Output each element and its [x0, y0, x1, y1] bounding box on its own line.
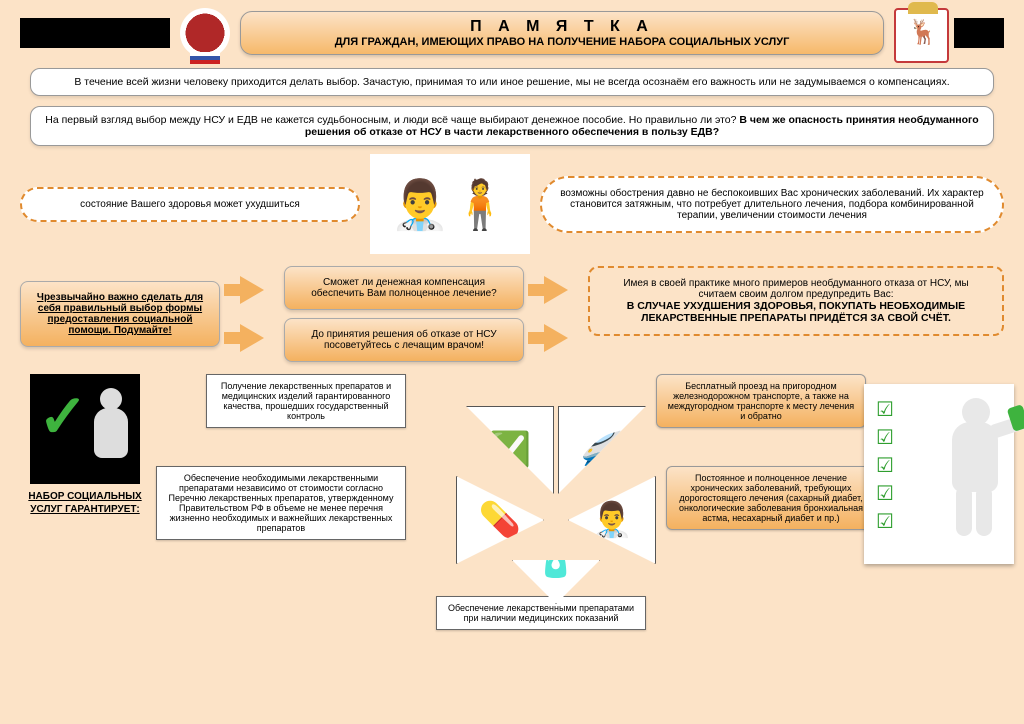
- risk-right-box: возможны обострения давно не беспокоивши…: [540, 176, 1004, 233]
- pills-icon: 💊: [456, 476, 544, 564]
- benefits-section: НАБОР СОЦИАЛЬНЫХ УСЛУГ ГАРАНТИРУЕТ: Полу…: [20, 374, 1014, 654]
- doctor-consultation-icon: 👨‍⚕️🧍: [370, 154, 530, 254]
- warning-bold: В СЛУЧАЕ УХУДШЕНИЯ ЗДОРОВЬЯ, ПОКУПАТЬ НЕ…: [606, 300, 986, 324]
- arrow-icon: [240, 276, 264, 304]
- benefit-1: Получение лекарственных препаратов и мед…: [206, 374, 406, 428]
- doctor-icon: 👨‍⚕️: [568, 476, 656, 564]
- arrow-icon: [544, 324, 568, 352]
- guarantee-label: НАБОР СОЦИАЛЬНЫХ УСЛУГ ГАРАНТИРУЕТ:: [20, 490, 150, 516]
- warning-box: Имея в своей практике много примеров нео…: [588, 266, 1004, 336]
- benefit-2: Обеспечение необходимыми лекарственными …: [156, 466, 406, 540]
- title-main: П А М Я Т К А: [271, 18, 853, 36]
- decor-bar-left: [20, 18, 170, 48]
- title-sub: ДЛЯ ГРАЖДАН, ИМЕЮЩИХ ПРАВО НА ПОЛУЧЕНИЕ …: [271, 36, 853, 48]
- coat-of-arms-logo: [894, 8, 944, 58]
- intro2-plain: На первый взгляд выбор между НСУ и ЕДВ н…: [45, 114, 739, 126]
- warning-plain: Имея в своей практике много примеров нео…: [606, 278, 986, 300]
- benefit-3: Обеспечение лекарственными препаратами п…: [436, 596, 646, 630]
- checkmark-figure-icon: [30, 374, 140, 484]
- benefits-diagram: Получение лекарственных препаратов и мед…: [156, 374, 858, 654]
- arrow-icon: [240, 324, 264, 352]
- stick-figure-icon: [932, 394, 1012, 544]
- checklist-figure: ☑ ☑ ☑ ☑ ☑: [864, 384, 1014, 564]
- benefit-4: Бесплатный проезд на пригородном железно…: [656, 374, 866, 428]
- question-2-box: До принятия решения об отказе от НСУ пос…: [284, 318, 524, 362]
- risk-left-box: состояние Вашего здоровья может ухудшить…: [20, 187, 360, 222]
- decor-bar-right: [954, 18, 1004, 48]
- advice-row: Чрезвычайно важно сделать для себя прави…: [20, 266, 1004, 362]
- intro-text-1: В течение всей жизни человеку приходится…: [30, 68, 994, 96]
- intro-text-2: На первый взгляд выбор между НСУ и ЕДВ н…: [30, 106, 994, 146]
- pie-diagram: ✅ 🚄 💊 👨‍⚕️ 🧴: [466, 406, 646, 586]
- quality-check-icon: ✅: [466, 406, 554, 494]
- important-box: Чрезвычайно важно сделать для себя прави…: [20, 281, 220, 347]
- guarantee-left: НАБОР СОЦИАЛЬНЫХ УСЛУГ ГАРАНТИРУЕТ:: [20, 374, 150, 654]
- title-box: П А М Я Т К А ДЛЯ ГРАЖДАН, ИМЕЮЩИХ ПРАВО…: [240, 11, 884, 55]
- question-1-box: Сможет ли денежная компенсация обеспечит…: [284, 266, 524, 310]
- pfr-logo: [180, 8, 230, 58]
- benefit-5: Постоянное и полноценное лечение хрониче…: [666, 466, 876, 530]
- arrow-icon: [544, 276, 568, 304]
- header-row: П А М Я Т К А ДЛЯ ГРАЖДАН, ИМЕЮЩИХ ПРАВО…: [0, 0, 1024, 58]
- risks-row: состояние Вашего здоровья может ухудшить…: [20, 154, 1004, 254]
- train-icon: 🚄: [558, 406, 646, 494]
